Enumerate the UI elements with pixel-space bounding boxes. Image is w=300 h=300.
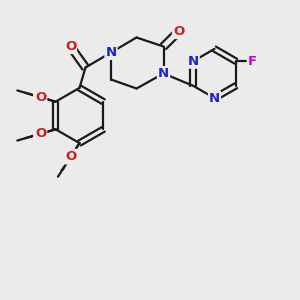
- Text: N: N: [209, 92, 220, 105]
- Text: F: F: [248, 55, 257, 68]
- Text: O: O: [35, 91, 46, 104]
- Text: N: N: [158, 67, 169, 80]
- Text: N: N: [188, 55, 199, 68]
- Text: O: O: [65, 40, 76, 53]
- Text: O: O: [65, 150, 77, 163]
- Text: N: N: [105, 46, 117, 59]
- Text: methoxy: methoxy: [59, 169, 66, 170]
- Text: O: O: [34, 91, 45, 103]
- Text: O: O: [35, 127, 46, 140]
- Text: O: O: [65, 151, 76, 164]
- Text: O: O: [173, 25, 184, 38]
- Text: O: O: [34, 128, 45, 140]
- Text: methoxy: methoxy: [22, 138, 28, 139]
- Text: methoxy: methoxy: [22, 92, 28, 93]
